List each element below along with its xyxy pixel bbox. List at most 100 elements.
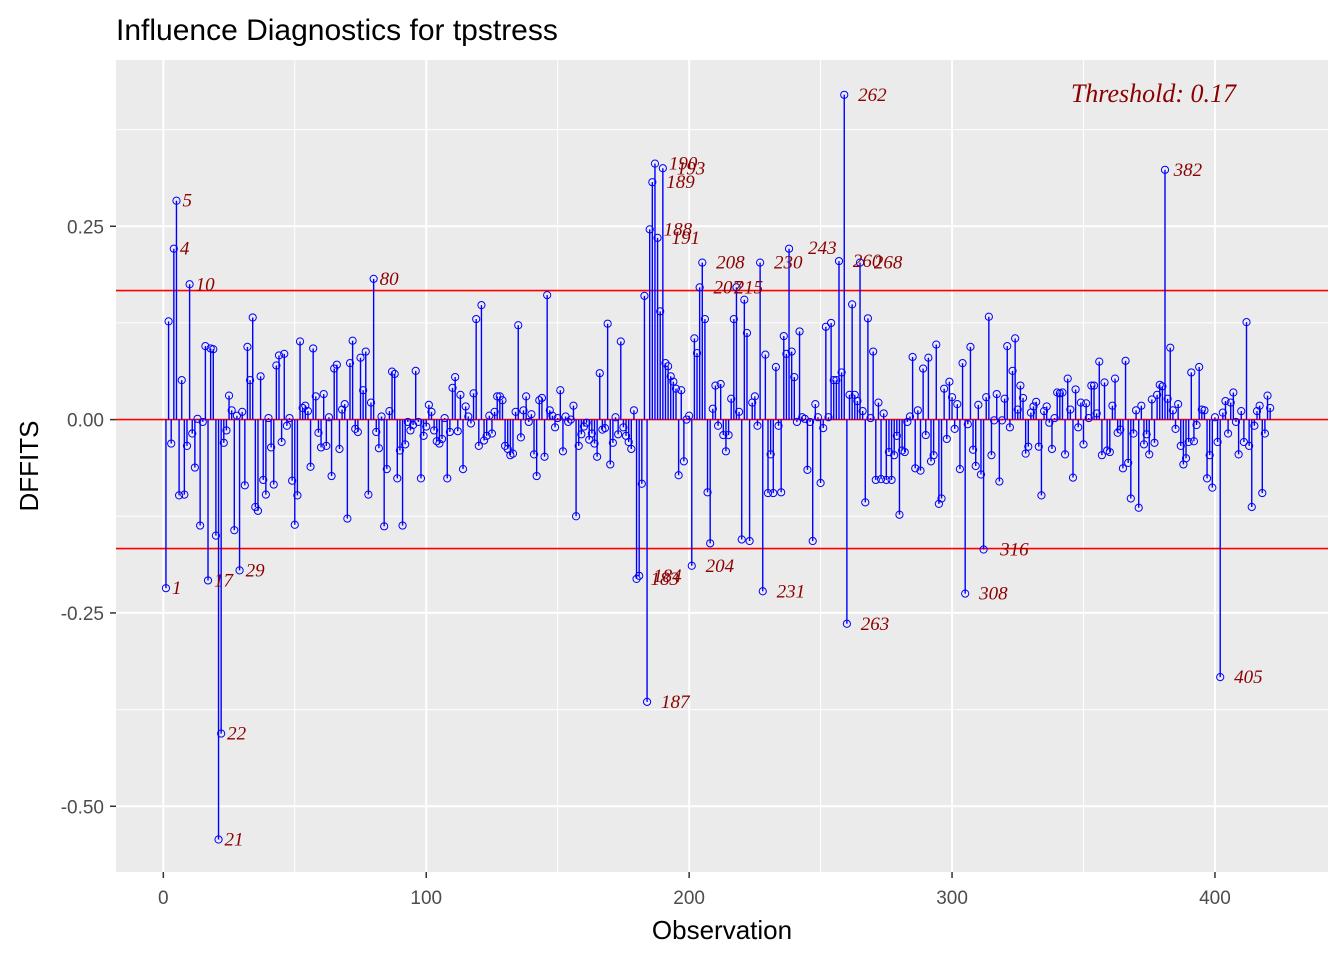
observation-label: 188 bbox=[664, 219, 693, 240]
dffits-point bbox=[1153, 390, 1162, 399]
dffits-point bbox=[227, 406, 236, 415]
dffits-point bbox=[1221, 396, 1230, 406]
threshold-label: Threshold: 0.17 bbox=[1071, 79, 1237, 108]
observation-label: 405 bbox=[1234, 667, 1263, 688]
dffits-point bbox=[779, 331, 788, 341]
dffits-point bbox=[161, 584, 171, 593]
observation-label: 308 bbox=[978, 584, 1008, 605]
dffits-point bbox=[700, 314, 710, 324]
dffits-point bbox=[611, 413, 620, 422]
dffits-point bbox=[587, 429, 596, 438]
dffits-point bbox=[522, 392, 531, 401]
dffits-point bbox=[892, 431, 901, 440]
dffits-point bbox=[990, 416, 999, 425]
dffits-point bbox=[719, 430, 728, 440]
dffits-point bbox=[1263, 391, 1272, 400]
dffits-point bbox=[1200, 406, 1209, 415]
dffits-point bbox=[737, 535, 746, 544]
dffits-point bbox=[1029, 402, 1038, 411]
dffits-point bbox=[1168, 406, 1177, 415]
observation-label: 183 bbox=[650, 569, 679, 590]
observation-label: 263 bbox=[861, 614, 890, 635]
dffits-point bbox=[808, 536, 817, 546]
dffits-point bbox=[1223, 429, 1233, 438]
dffits-point bbox=[635, 571, 644, 580]
dffits-point bbox=[590, 439, 599, 448]
dffits-point bbox=[1260, 429, 1270, 438]
dffits-point bbox=[1084, 413, 1093, 423]
dffits-point bbox=[479, 436, 489, 445]
dffits-point bbox=[461, 402, 470, 411]
dffits-point bbox=[932, 340, 941, 349]
dffits-point bbox=[608, 438, 617, 447]
dffits-point bbox=[708, 404, 717, 413]
dffits-point bbox=[968, 445, 978, 454]
dffits-point bbox=[645, 225, 654, 234]
dffits-point bbox=[1245, 441, 1254, 450]
dffits-point bbox=[301, 401, 310, 410]
observation-label: 184 bbox=[653, 566, 682, 587]
dffits-point bbox=[443, 474, 452, 483]
dffits-point bbox=[537, 393, 547, 403]
dffits-point bbox=[445, 427, 454, 437]
dffits-point bbox=[524, 417, 533, 427]
dffits-point bbox=[516, 433, 525, 442]
dffits-point bbox=[1121, 356, 1130, 365]
dffits-point bbox=[1058, 388, 1067, 397]
dffits-point bbox=[827, 318, 836, 328]
observation-label: 1 bbox=[172, 578, 182, 599]
dffits-point bbox=[248, 313, 257, 322]
observation-label: 243 bbox=[808, 238, 837, 259]
dffits-point bbox=[871, 475, 880, 485]
dffits-point bbox=[908, 352, 917, 362]
dffits-point bbox=[464, 412, 473, 421]
dffits-point bbox=[997, 416, 1007, 425]
dffits-point bbox=[451, 372, 460, 382]
dffits-point bbox=[322, 441, 331, 450]
dffits-point bbox=[366, 398, 376, 407]
dffits-point bbox=[603, 319, 612, 328]
dffits-point bbox=[1039, 406, 1049, 416]
dffits-point bbox=[600, 424, 610, 433]
dffits-point bbox=[1142, 430, 1151, 439]
dffits-point bbox=[364, 490, 373, 499]
dffits-point bbox=[1239, 437, 1248, 447]
dffits-point bbox=[961, 589, 970, 598]
dffits-point bbox=[288, 476, 297, 485]
dffits-point bbox=[1089, 381, 1099, 390]
dffits-point bbox=[1129, 429, 1138, 438]
dffits-point bbox=[269, 480, 278, 489]
observation-label: 21 bbox=[225, 830, 244, 851]
observation-label: 215 bbox=[735, 277, 764, 298]
dffits-point bbox=[955, 464, 965, 474]
dffits-point bbox=[992, 389, 1001, 399]
dffits-point bbox=[372, 427, 381, 437]
dffits-point bbox=[545, 406, 554, 415]
dffits-point bbox=[911, 464, 920, 473]
dffits-point bbox=[348, 336, 357, 345]
dffits-point bbox=[840, 90, 849, 99]
dffits-point bbox=[487, 429, 497, 438]
dffits-point bbox=[729, 314, 738, 324]
dffits-point bbox=[477, 301, 486, 310]
dffits-point bbox=[335, 444, 344, 454]
dffits-point bbox=[1189, 437, 1199, 446]
dffits-point bbox=[1258, 488, 1267, 498]
dffits-point bbox=[763, 488, 773, 498]
dffits-point bbox=[295, 337, 305, 346]
dffits-point bbox=[1066, 405, 1075, 414]
dffits-point bbox=[377, 412, 386, 421]
dffits-point bbox=[727, 394, 736, 403]
dffits-point bbox=[235, 566, 244, 575]
dffits-point bbox=[180, 490, 189, 499]
dffits-point bbox=[1110, 374, 1120, 383]
dffits-point bbox=[976, 470, 986, 479]
dffits-point bbox=[211, 531, 221, 540]
dffits-point bbox=[435, 439, 444, 448]
dffits-point bbox=[385, 406, 394, 416]
dffits-point bbox=[934, 499, 943, 508]
dffits-point bbox=[332, 360, 341, 369]
dffits-point bbox=[919, 364, 928, 373]
dffits-point bbox=[863, 314, 873, 323]
